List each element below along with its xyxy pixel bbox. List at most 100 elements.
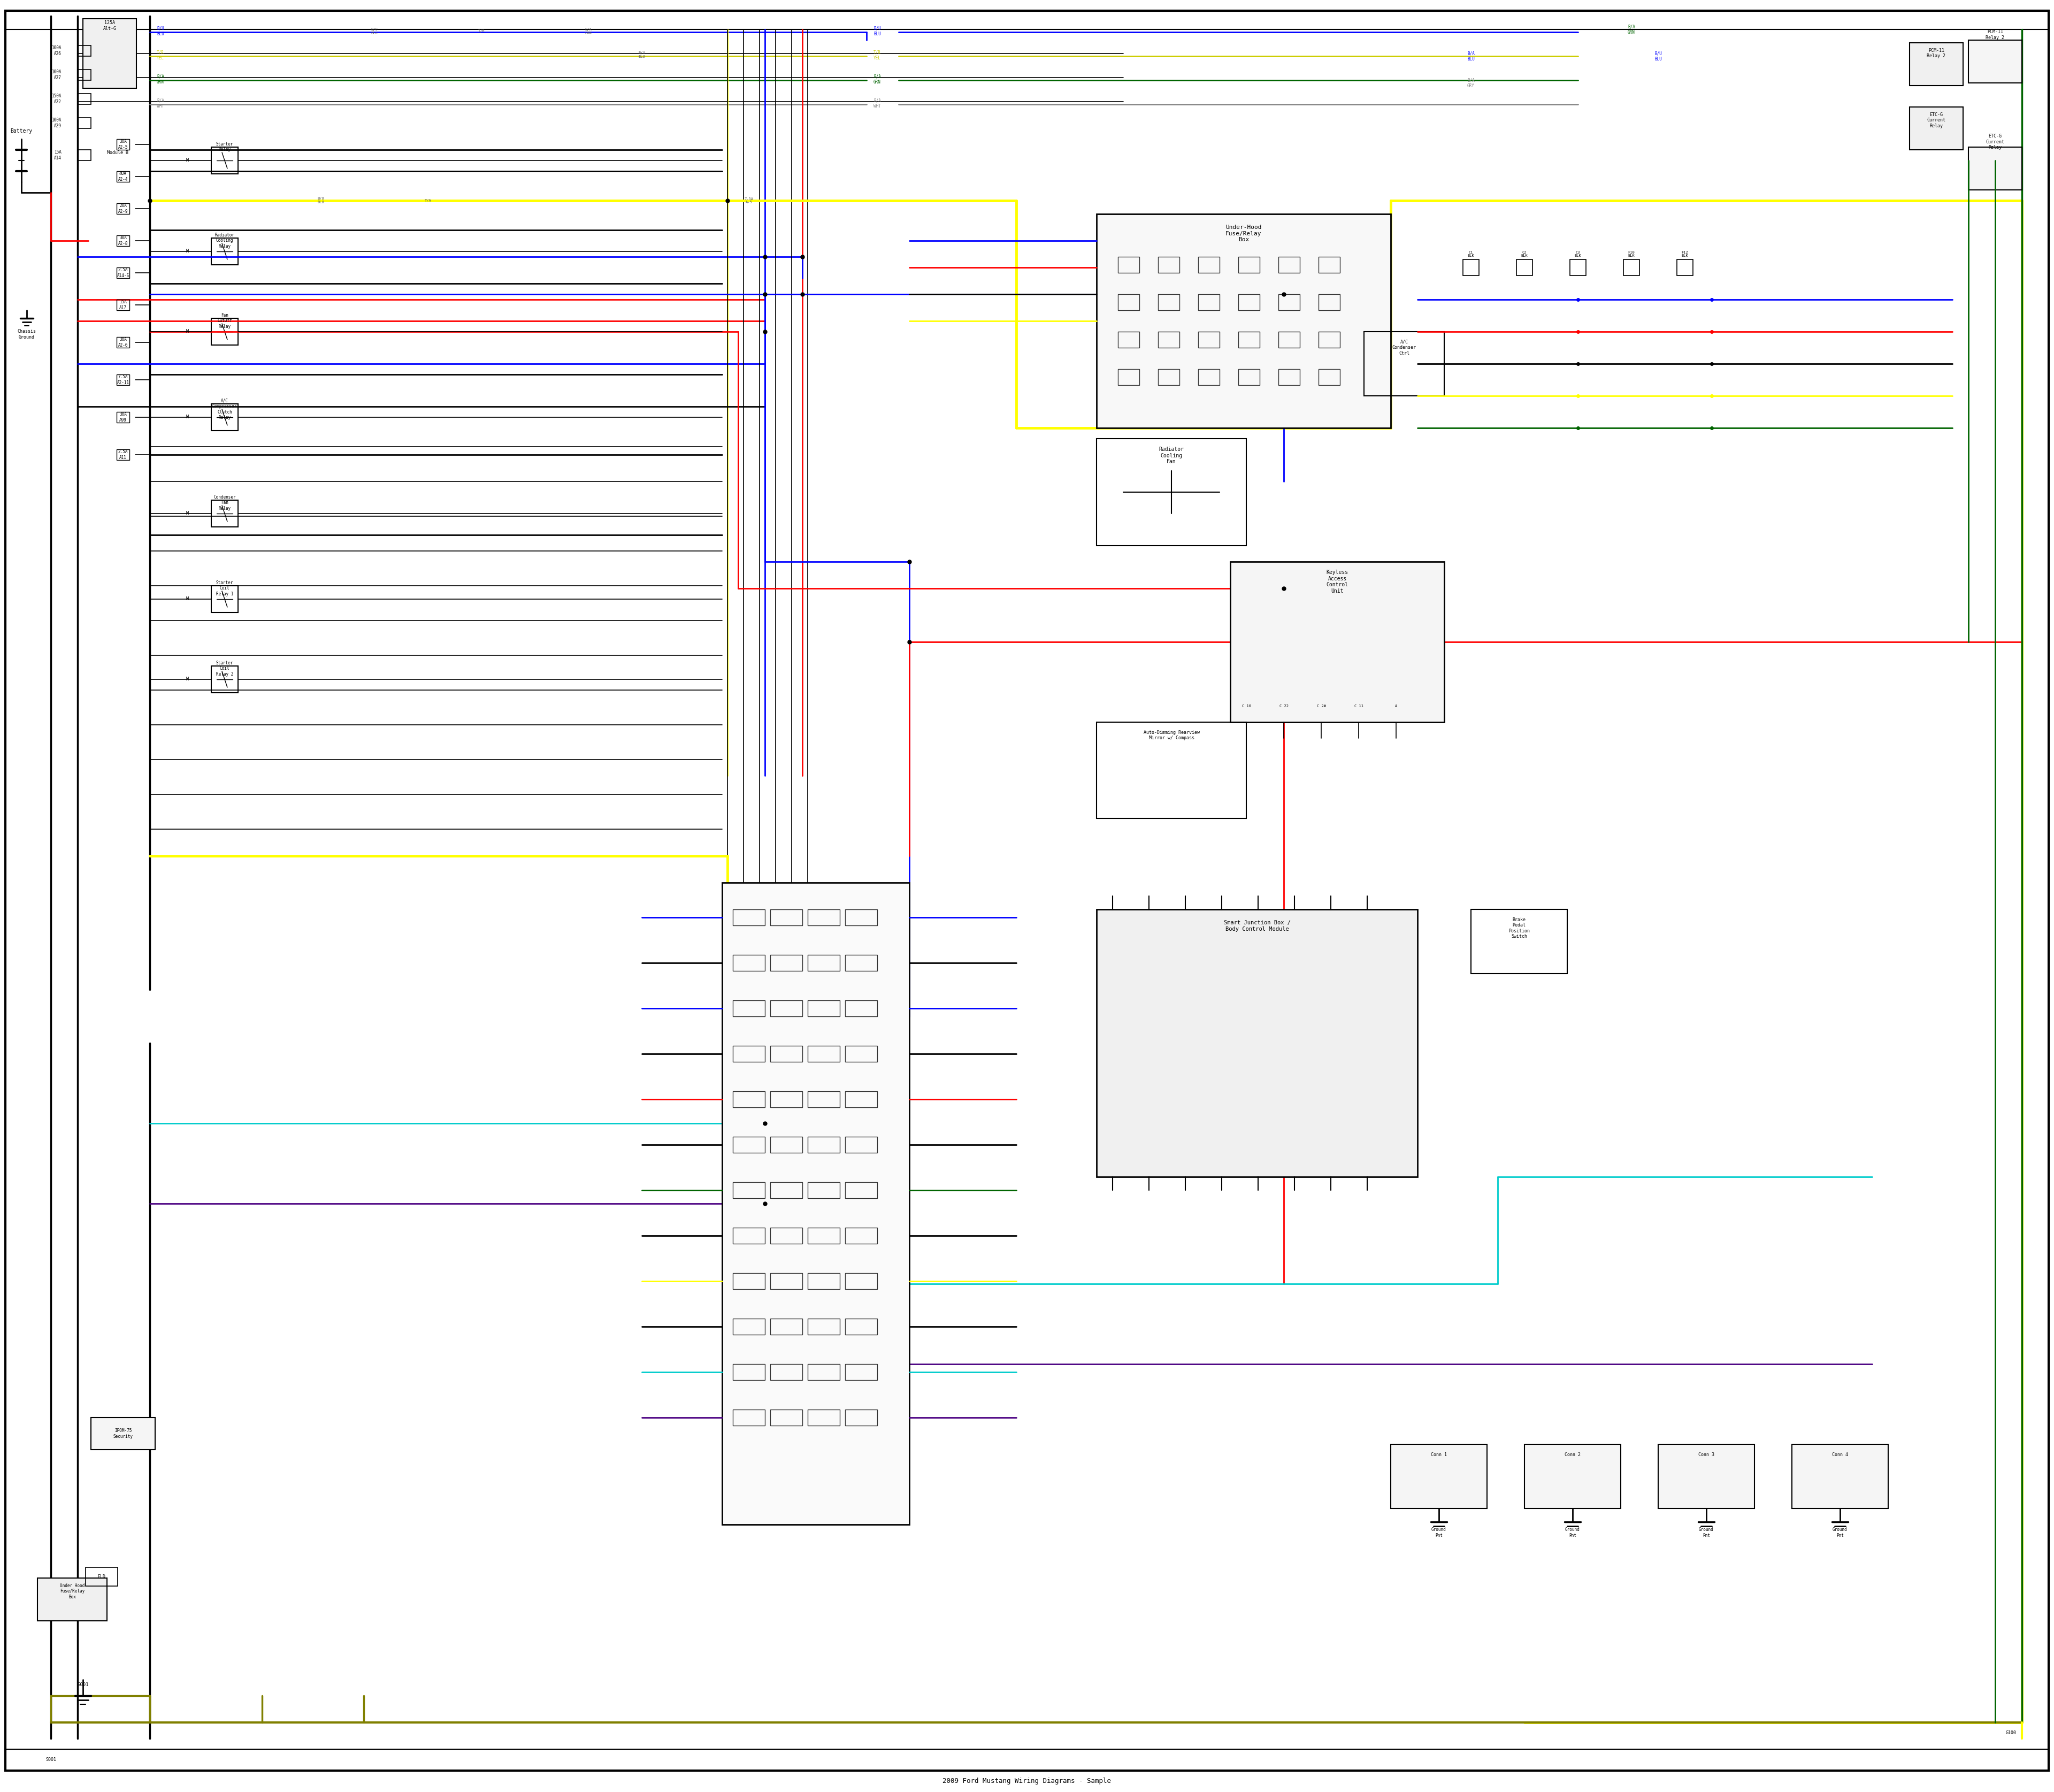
Bar bbox=[117, 172, 129, 181]
Bar bbox=[1239, 256, 1259, 272]
Bar bbox=[1516, 260, 1532, 276]
Bar bbox=[1319, 256, 1339, 272]
Text: 125A
Alt-G: 125A Alt-G bbox=[103, 20, 117, 30]
Bar bbox=[844, 1410, 877, 1426]
Text: 15A
A14: 15A A14 bbox=[53, 151, 62, 159]
Text: 100A
A29: 100A A29 bbox=[51, 118, 62, 129]
Bar bbox=[807, 955, 840, 971]
Bar bbox=[807, 1047, 840, 1063]
Bar bbox=[117, 299, 129, 310]
Text: M: M bbox=[185, 597, 189, 602]
Bar bbox=[1158, 369, 1179, 385]
Text: B/A
GRY: B/A GRY bbox=[1467, 77, 1475, 88]
Text: B/A
GRN: B/A GRN bbox=[585, 27, 592, 34]
Bar bbox=[844, 909, 877, 925]
Text: T/A: T/A bbox=[425, 199, 431, 202]
Bar bbox=[1658, 1444, 1754, 1509]
Bar bbox=[1278, 332, 1300, 348]
Bar bbox=[86, 1568, 117, 1586]
Bar bbox=[733, 1410, 764, 1426]
Text: A/C
Compressor
Clutch
Relay: A/C Compressor Clutch Relay bbox=[212, 398, 236, 419]
Bar bbox=[117, 337, 129, 348]
Bar bbox=[1117, 332, 1140, 348]
Bar bbox=[1391, 1444, 1487, 1509]
Text: A: A bbox=[1395, 704, 1397, 708]
Bar bbox=[733, 1047, 764, 1063]
Bar bbox=[37, 1579, 107, 1620]
Bar bbox=[1197, 369, 1220, 385]
Bar bbox=[770, 1183, 803, 1199]
Bar bbox=[770, 1272, 803, 1288]
Bar bbox=[1319, 294, 1339, 310]
Bar bbox=[82, 18, 136, 88]
Text: Conn 4: Conn 4 bbox=[1832, 1452, 1849, 1457]
Text: Auto-Dimming Rearview
Mirror w/ Compass: Auto-Dimming Rearview Mirror w/ Compass bbox=[1144, 729, 1200, 740]
Text: PCM-11
Relay 2: PCM-11 Relay 2 bbox=[1927, 48, 1945, 59]
Bar bbox=[733, 1091, 764, 1107]
Text: Smart Junction Box /
Body Control Module: Smart Junction Box / Body Control Module bbox=[1224, 919, 1290, 932]
Text: C 11: C 11 bbox=[1354, 704, 1364, 708]
Text: Radiator
Cooling
Relay: Radiator Cooling Relay bbox=[216, 233, 234, 249]
Bar bbox=[1097, 722, 1247, 819]
Text: ETC-G
Current
Relay: ETC-G Current Relay bbox=[1986, 134, 2005, 151]
Text: B/A
GRN: B/A GRN bbox=[1627, 25, 1635, 34]
Bar bbox=[1319, 369, 1339, 385]
Text: Conn 1: Conn 1 bbox=[1432, 1452, 1446, 1457]
Text: Starter
Coil
Relay 2: Starter Coil Relay 2 bbox=[216, 661, 234, 677]
Bar bbox=[1158, 256, 1179, 272]
Bar bbox=[733, 1183, 764, 1199]
Text: B/U
BLU: B/U BLU bbox=[639, 52, 645, 59]
Bar bbox=[844, 1047, 877, 1063]
Bar bbox=[1524, 1444, 1621, 1509]
Bar bbox=[212, 147, 238, 174]
Bar bbox=[807, 1272, 840, 1288]
Bar bbox=[212, 667, 238, 694]
Bar bbox=[1910, 108, 1964, 151]
Text: Ground
Pnt: Ground Pnt bbox=[1432, 1527, 1446, 1538]
Bar bbox=[117, 267, 129, 278]
Bar bbox=[770, 1000, 803, 1016]
Bar bbox=[1623, 260, 1639, 276]
Text: S001: S001 bbox=[45, 1758, 55, 1762]
Bar bbox=[212, 500, 238, 527]
Bar bbox=[1471, 909, 1567, 973]
Bar bbox=[807, 1228, 840, 1244]
Bar bbox=[1278, 294, 1300, 310]
Bar bbox=[117, 140, 129, 151]
Text: 7.5A
A-5: 7.5A A-5 bbox=[744, 197, 754, 204]
Text: 150A
A22: 150A A22 bbox=[51, 93, 62, 104]
Text: Conn 3: Conn 3 bbox=[1699, 1452, 1715, 1457]
Text: B/U
BLU: B/U BLU bbox=[1653, 50, 1662, 61]
Bar bbox=[807, 1410, 840, 1426]
Bar bbox=[770, 909, 803, 925]
Bar bbox=[770, 955, 803, 971]
Bar bbox=[844, 955, 877, 971]
Text: B/U
BLU: B/U BLU bbox=[318, 197, 325, 204]
Bar bbox=[733, 1000, 764, 1016]
Text: A/C
Condenser
Ctrl: A/C Condenser Ctrl bbox=[1393, 340, 1415, 355]
Text: Battery: Battery bbox=[10, 129, 33, 134]
Bar bbox=[844, 1228, 877, 1244]
Bar bbox=[1462, 260, 1479, 276]
Text: G100: G100 bbox=[2007, 1731, 2017, 1736]
Bar bbox=[78, 151, 90, 161]
Text: 15A
A17: 15A A17 bbox=[119, 299, 127, 310]
Bar bbox=[844, 1091, 877, 1107]
Text: Starter
Coil
Relay 1: Starter Coil Relay 1 bbox=[216, 581, 234, 597]
Bar bbox=[1676, 260, 1692, 276]
Bar bbox=[1097, 213, 1391, 428]
Bar bbox=[212, 586, 238, 613]
Bar bbox=[733, 955, 764, 971]
Text: B/A
WHT: B/A WHT bbox=[873, 99, 881, 109]
Bar bbox=[733, 1136, 764, 1152]
Bar bbox=[1364, 332, 1444, 396]
Text: IPOM-75
Security: IPOM-75 Security bbox=[113, 1428, 134, 1439]
Bar bbox=[1278, 256, 1300, 272]
Text: B/U
BLU: B/U BLU bbox=[372, 27, 378, 34]
Text: Module B: Module B bbox=[107, 151, 127, 154]
Text: Ground
Pnt: Ground Pnt bbox=[1565, 1527, 1580, 1538]
Bar bbox=[1791, 1444, 1888, 1509]
Bar bbox=[807, 1136, 840, 1152]
Bar bbox=[1910, 43, 1964, 86]
Bar bbox=[1197, 256, 1220, 272]
